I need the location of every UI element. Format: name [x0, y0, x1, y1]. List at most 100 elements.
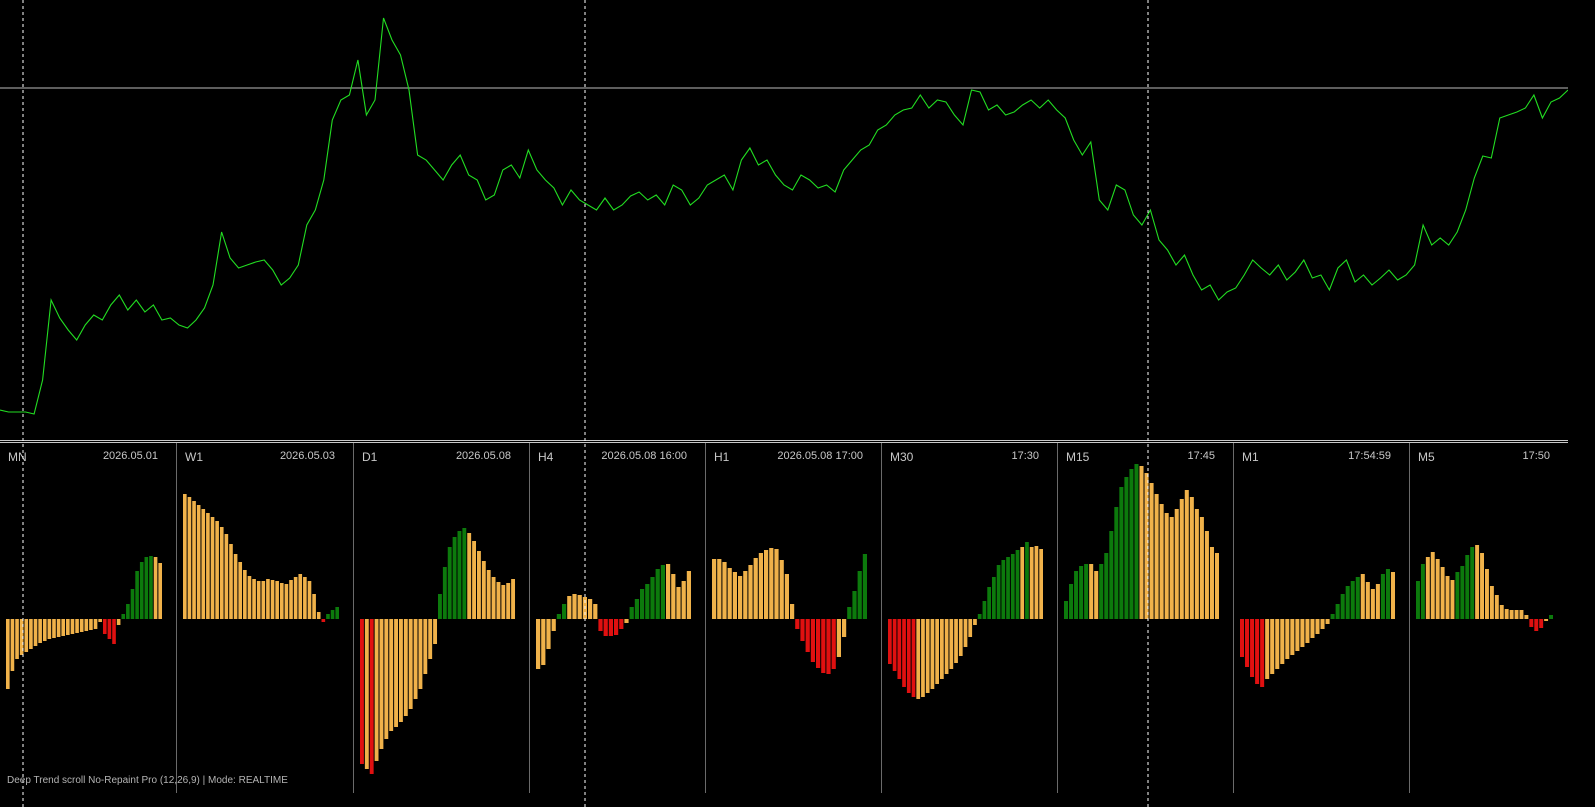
- histogram-bar: [930, 619, 935, 689]
- histogram-bar: [284, 584, 289, 619]
- histogram-bar: [1114, 507, 1119, 619]
- histogram-bar: [279, 583, 284, 619]
- histogram-bar: [84, 619, 89, 631]
- histogram-bar: [1174, 509, 1179, 619]
- histogram-bar: [1300, 619, 1305, 647]
- histogram-bar: [126, 604, 130, 619]
- histogram-bar: [229, 544, 233, 619]
- timeframe-label: M5: [1418, 450, 1435, 464]
- histogram-bar: [987, 587, 991, 619]
- histogram-bar: [916, 619, 921, 699]
- histogram-bar: [293, 577, 298, 619]
- histogram-bar: [722, 562, 727, 619]
- histogram-bar: [1134, 464, 1139, 619]
- histogram-bar: [1340, 594, 1345, 619]
- histogram-bar: [477, 551, 481, 619]
- histogram-bar: [1549, 615, 1553, 619]
- histogram-bar: [795, 619, 800, 629]
- histogram-bar: [1124, 477, 1129, 619]
- histogram-bar: [784, 574, 789, 619]
- histogram-bar: [1255, 619, 1260, 684]
- histogram-bar: [536, 619, 541, 669]
- histogram-bar: [1420, 564, 1425, 619]
- histogram-bar: [442, 567, 447, 619]
- histogram-bar: [1465, 555, 1470, 619]
- histogram-bar: [1029, 547, 1034, 619]
- histogram-bar: [215, 521, 219, 619]
- histogram-bar: [1104, 553, 1109, 619]
- histogram-bar: [1069, 584, 1074, 619]
- histogram-bar: [790, 604, 795, 619]
- pane-separator[interactable]: [0, 440, 1568, 443]
- histogram-bar: [1320, 619, 1325, 629]
- histogram-bar: [438, 594, 442, 619]
- histogram-bar: [842, 619, 847, 637]
- histogram-bar: [247, 576, 252, 619]
- histogram-bar: [389, 619, 394, 731]
- histogram-bar: [501, 585, 506, 619]
- histogram-bar: [821, 619, 826, 673]
- histogram-bar: [1240, 619, 1245, 657]
- histogram-bar: [433, 619, 438, 644]
- panel-date: 17:30: [1011, 450, 1039, 462]
- histogram-mn: [6, 556, 162, 689]
- indicator-panels: MN 2026.05.01 W1 2026.05.03 D1 2026.05.0…: [0, 443, 1568, 793]
- histogram-bar: [15, 619, 19, 659]
- histogram-bar: [1330, 614, 1335, 619]
- histogram-bar: [149, 556, 153, 619]
- histogram-bar: [624, 619, 629, 623]
- histogram-bar: [102, 619, 107, 634]
- histogram-bar: [1514, 610, 1519, 619]
- histogram-bar: [116, 619, 121, 625]
- panel-date: 2026.05.08: [455, 450, 511, 462]
- histogram-bar: [1144, 473, 1149, 619]
- histogram-bar: [598, 619, 603, 631]
- histogram-bar: [10, 619, 15, 671]
- histogram-bar: [52, 619, 56, 638]
- histogram-bar: [1275, 619, 1280, 669]
- timeframe-label: D1: [362, 450, 378, 464]
- histogram-bar: [925, 619, 930, 693]
- panel-w1: W1 2026.05.03: [177, 443, 354, 793]
- histogram-bar: [1360, 574, 1365, 619]
- histogram-bar: [603, 619, 608, 636]
- timeframe-label: M1: [1242, 450, 1259, 464]
- histogram-bar: [1001, 560, 1006, 619]
- histogram-bar: [1534, 619, 1539, 631]
- histogram-bar: [902, 619, 906, 687]
- histogram-d1: [360, 528, 516, 774]
- timeframe-label: W1: [185, 450, 203, 464]
- histogram-bar: [1260, 619, 1265, 687]
- panel-h1: H1 2026.05.08 17:00: [706, 443, 882, 793]
- histogram-bar: [289, 580, 293, 619]
- histogram-bar: [712, 559, 717, 619]
- histogram-bar: [1119, 487, 1124, 619]
- histogram-bar: [556, 614, 561, 619]
- timeframe-label: M15: [1066, 450, 1090, 464]
- histogram-bar: [892, 619, 897, 671]
- histogram-bar: [1375, 584, 1380, 619]
- histogram-bar: [593, 604, 598, 619]
- histogram-bar: [1169, 517, 1174, 619]
- histogram-bar: [158, 563, 162, 619]
- histogram-bar: [1355, 577, 1360, 619]
- histogram-bar: [139, 562, 144, 619]
- histogram-bar: [42, 619, 47, 641]
- histogram-w1: [183, 494, 339, 622]
- histogram-bar: [360, 619, 364, 764]
- histogram-bar: [608, 619, 613, 636]
- histogram-bar: [1006, 557, 1010, 619]
- histogram-bar: [61, 619, 66, 636]
- histogram-bar: [423, 619, 428, 674]
- histogram-bar: [1445, 576, 1450, 619]
- histogram-bar: [1440, 567, 1445, 619]
- histogram-m30: [888, 542, 1043, 699]
- histogram-bar: [201, 509, 206, 619]
- histogram-bar: [769, 548, 774, 619]
- histogram-bar: [686, 571, 691, 619]
- histogram-bar: [1385, 569, 1390, 619]
- histogram-bar: [369, 619, 374, 774]
- histogram-bar: [1039, 549, 1043, 619]
- histogram-bar: [298, 574, 303, 619]
- histogram-bar: [56, 619, 61, 637]
